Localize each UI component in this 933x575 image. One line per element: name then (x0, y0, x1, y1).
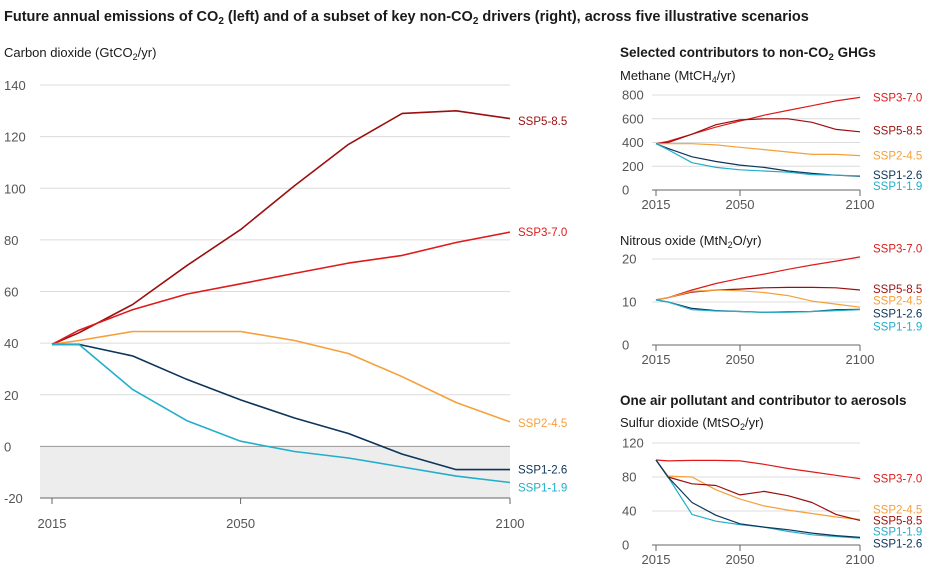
so2-ytick-label: 40 (622, 504, 636, 519)
methane-ytick-label: 200 (622, 159, 644, 174)
nonco2-header: Selected contributors to non-CO2 GHGs (620, 45, 876, 63)
co2-ytick-label: 120 (4, 130, 26, 145)
n2o-chart: 0 10 20 2015 2050 2100 SSP3-7.0 SSP5-8.5SSP2-4.… (622, 243, 922, 367)
methane-xtick-label: 2015 (642, 197, 671, 212)
co2-ytick-label: 100 (4, 181, 26, 196)
co2-series-label-ssp2-4.5: SSP2-4.5 (518, 418, 567, 430)
so2-xtick-label: 2100 (846, 552, 875, 567)
methane-ytick-label: 600 (622, 111, 644, 126)
methane-series-ssp5-8.5 (655, 118, 861, 145)
so2-series-ssp5-8.5 (655, 459, 861, 521)
so2-ytick-label: 0 (622, 538, 629, 553)
n2o-series-label-ssp2-4.5: SSP2-4.5 (873, 296, 922, 308)
co2-ytick-label: 140 (4, 78, 26, 93)
co2-series-ssp1-2.6 (52, 343, 510, 471)
n2o-xtick-label: 2100 (846, 352, 875, 367)
co2-xtick-label: 2100 (496, 516, 525, 531)
n2o-series-label-ssp5-8.5: SSP5-8.5 (873, 284, 922, 296)
n2o-series-ssp1-1.9 (655, 299, 861, 313)
n2o-series-label-ssp3-7.0: SSP3-7.0 (873, 243, 922, 255)
methane-ytick-label: 400 (622, 135, 644, 150)
co2-ytick-label: 80 (4, 233, 18, 248)
methane-series-label-ssp1-2.6: SSP1-2.6 (873, 170, 922, 182)
co2-series-label-ssp3-7.0: SSP3-7.0 (518, 227, 567, 239)
co2-series-label-ssp1-2.6: SSP1-2.6 (518, 465, 567, 477)
co2-series-label-ssp5-8.5: SSP5-8.5 (518, 116, 567, 128)
co2-series-label-ssp1-1.9: SSP1-1.9 (518, 483, 567, 495)
co2-ytick-label: -20 (4, 491, 23, 506)
co2-series-ssp2-4.5 (51, 330, 511, 423)
so2-series-ssp1-2.6 (655, 459, 861, 538)
methane-xtick-label: 2100 (846, 197, 875, 212)
so2-series-ssp2-4.5 (655, 459, 861, 521)
n2o-ytick-label: 20 (622, 252, 636, 267)
co2-xtick-label: 2015 (38, 516, 67, 531)
methane-series-label-ssp5-8.5: SSP5-8.5 (873, 126, 922, 138)
so2-series-ssp3-7.0 (655, 459, 861, 480)
methane-series-label-ssp3-7.0: SSP3-7.0 (873, 92, 922, 104)
methane-series-ssp1-1.9 (655, 143, 861, 177)
co2-negative-region (40, 446, 510, 498)
co2-ytick-label: 40 (4, 336, 18, 351)
so2-series-label-ssp1-1.9: SSP1-1.9 (873, 526, 922, 538)
co2-axis-label: Carbon dioxide (GtCO2/yr) (4, 45, 156, 62)
methane-chart: 0 200 400 600 800 2015 2050 2100 SSP3-7.0 SSP5-8.… (622, 88, 922, 213)
so2-xtick-label: 2050 (726, 552, 755, 567)
co2-ytick-label: 60 (4, 285, 18, 300)
so2-series-label-ssp3-7.0: SSP3-7.0 (873, 474, 922, 486)
n2o-ytick-label: 0 (622, 338, 629, 353)
aerosol-header: One air pollutant and contributor to aer… (620, 393, 907, 408)
n2o-axis-label: Nitrous oxide (MtN2O/yr) (620, 233, 762, 250)
n2o-series-ssp2-4.5 (655, 289, 861, 308)
n2o-series-ssp3-7.0 (655, 256, 861, 301)
so2-axis-label: Sulfur dioxide (MtSO2/yr) (620, 415, 764, 432)
so2-ytick-label: 80 (622, 470, 636, 485)
co2-xtick-label: 2050 (226, 516, 255, 531)
methane-ytick-label: 800 (622, 88, 644, 103)
so2-xtick-label: 2015 (642, 552, 671, 567)
n2o-ytick-label: 10 (622, 295, 636, 310)
n2o-xtick-label: 2050 (726, 352, 755, 367)
n2o-series-label-ssp1-2.6: SSP1-2.6 (873, 309, 922, 321)
so2-series-label-ssp1-2.6: SSP1-2.6 (873, 538, 922, 550)
methane-ytick-label: 0 (622, 183, 629, 198)
co2-series-ssp5-8.5 (51, 110, 511, 346)
n2o-xtick-label: 2015 (642, 352, 671, 367)
figure-title: Future annual emissions of CO2 (left) an… (4, 9, 809, 27)
co2-chart: -20 0 20 40 60 80 100 120 140 2015 2050 2100 SSP5-8.… (4, 78, 567, 531)
methane-xtick-label: 2050 (726, 197, 755, 212)
so2-series-label-ssp5-8.5: SSP5-8.5 (873, 515, 922, 527)
co2-ytick-label: 20 (4, 388, 18, 403)
so2-series-label-ssp2-4.5: SSP2-4.5 (873, 504, 922, 516)
co2-series-ssp1-1.9 (52, 343, 511, 484)
n2o-series-label-ssp1-1.9: SSP1-1.9 (873, 322, 922, 334)
methane-series-ssp2-4.5 (656, 143, 861, 157)
methane-axis-label: Methane (MtCH4/yr) (620, 68, 736, 85)
co2-ytick-label: 0 (4, 439, 11, 454)
methane-series-label-ssp2-4.5: SSP2-4.5 (873, 151, 922, 163)
methane-series-ssp3-7.0 (655, 96, 861, 145)
methane-series-label-ssp1-1.9: SSP1-1.9 (873, 181, 922, 193)
co2-series-ssp3-7.0 (51, 231, 511, 346)
so2-ytick-label: 120 (622, 436, 644, 451)
n2o-series-ssp5-8.5 (655, 286, 861, 301)
so2-chart: 0 40 80 120 2015 2050 2100 SSP3-7.0 SSP2-4.5SSP5… (622, 436, 922, 568)
